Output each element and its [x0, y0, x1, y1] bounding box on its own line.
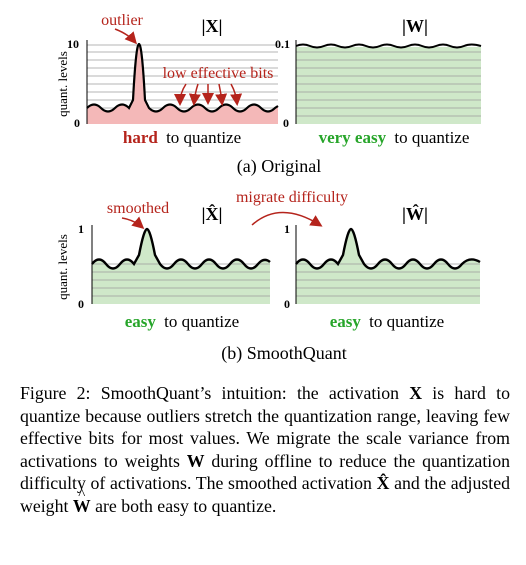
figure-label: Figure 2: — [20, 383, 91, 403]
x-quantize-label-a: hard to quantize — [123, 128, 241, 147]
outlier-arrow — [114, 28, 137, 45]
w-weight-curve — [295, 43, 482, 49]
w-quantize-label-b: easy to quantize — [330, 312, 444, 331]
xhat-curve — [91, 227, 271, 270]
x-activation-fill — [87, 44, 278, 124]
symbol-x: X — [409, 383, 423, 403]
adjusted-w-plot: 1 0 |Ŵ| — [284, 203, 481, 311]
symbol-x-hat: X̂ — [376, 473, 390, 493]
x-activation-curve — [86, 42, 279, 113]
migrate-label: migrate difficulty — [236, 189, 348, 206]
panel-a-figure: 10 0 quant. levels |X| outlier low effec… — [55, 12, 482, 177]
migrate-arrow — [251, 211, 323, 227]
what-difficulty-word: easy — [330, 312, 362, 331]
w-quantize-label-a: very easy to quantize — [319, 128, 470, 147]
smoothed-x-plot: 1 0 quant. levels |X̂| smoothed — [55, 200, 271, 311]
what-grid-lines — [296, 263, 480, 297]
w-grid-lines — [296, 51, 481, 117]
activation-x-plot: 10 0 quant. levels |X| outlier low effec… — [55, 12, 279, 130]
xhat-fill — [92, 229, 270, 304]
figure-caption: Figure 2: SmoothQuant’s intuition: the a… — [20, 382, 510, 517]
panel-b-figure: 1 0 quant. levels |X̂| smoothed migrate … — [55, 189, 481, 364]
x-zero-tick: 0 — [74, 116, 80, 130]
low-bits-label: low effective bits — [163, 65, 274, 82]
x-title-a: |X| — [202, 16, 223, 36]
x-difficulty-word: hard — [123, 128, 159, 147]
xhat-max-tick: 1 — [78, 222, 84, 236]
xhat-zero-tick: 0 — [78, 297, 84, 311]
symbol-w-hat: W — [73, 495, 91, 518]
x-quantize-label-b: easy to quantize — [125, 312, 239, 331]
what-fill — [296, 229, 480, 304]
w-zero-tick: 0 — [283, 116, 289, 130]
subcaption-b: (b) SmoothQuant — [221, 343, 347, 364]
w-weight-fill — [296, 47, 481, 124]
x-title-b: |X̂| — [202, 204, 223, 224]
low-bits-arrows — [174, 83, 243, 106]
x-max-tick: 10 — [67, 37, 79, 51]
symbol-w: W — [186, 450, 205, 471]
y-axis-label-b: quant. levels — [55, 234, 70, 300]
what-curve — [295, 227, 481, 270]
smoothed-label: smoothed — [107, 200, 169, 217]
w-title-b: |Ŵ| — [402, 203, 428, 224]
what-zero-tick: 0 — [284, 297, 290, 311]
subcaption-a: (a) Original — [237, 156, 321, 177]
what-max-tick: 1 — [284, 222, 290, 236]
w-difficulty-word: very easy — [319, 128, 387, 147]
smoothed-arrow — [121, 216, 145, 229]
weight-w-plot: 0.1 0 |W| — [275, 16, 482, 130]
xhat-grid-lines — [92, 263, 270, 297]
outlier-label: outlier — [101, 12, 143, 29]
xhat-difficulty-word: easy — [125, 312, 157, 331]
w-title-a: |W| — [402, 16, 428, 36]
y-axis-label-a: quant. levels — [55, 51, 70, 117]
w-max-tick: 0.1 — [275, 37, 290, 51]
